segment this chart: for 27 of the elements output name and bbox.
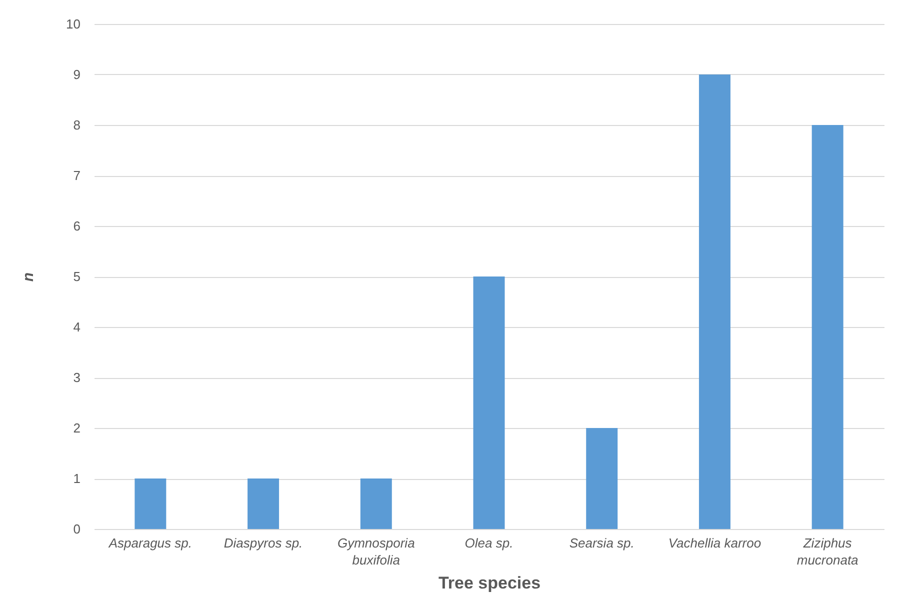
- x-tick-label: Ziziphus mucronata: [796, 536, 858, 568]
- x-axis-title: Tree species: [438, 574, 541, 592]
- x-tick-label: Vachellia karroo: [668, 536, 762, 550]
- x-tick-label: Olea sp.: [464, 536, 514, 550]
- y-tick-label: 8: [73, 118, 80, 132]
- bar: [586, 428, 618, 529]
- y-axis-title: n: [20, 272, 38, 282]
- bar: [812, 125, 844, 529]
- x-tick-label: Searsia sp.: [569, 536, 634, 550]
- y-tick-label: 6: [73, 218, 80, 234]
- y-tick-label: 9: [73, 67, 80, 82]
- y-tick-label: 5: [73, 269, 80, 284]
- bar: [248, 478, 280, 529]
- y-tick-label: 3: [73, 370, 80, 385]
- x-tick-label: Diaspyros sp.: [224, 536, 303, 550]
- y-tick-label: 10: [66, 16, 80, 32]
- y-tick-label: 7: [73, 168, 80, 183]
- x-tick-label: Asparagus sp.: [108, 536, 192, 550]
- bar: [698, 74, 730, 529]
- bar: [134, 478, 166, 529]
- y-tick-label: 1: [73, 471, 80, 486]
- x-tick-label: Gymnosporia buxifolia: [337, 536, 415, 568]
- y-tick-label: 4: [73, 320, 80, 334]
- bar: [360, 478, 392, 529]
- bar: [473, 276, 505, 529]
- y-tick-label: 0: [73, 522, 80, 536]
- y-tick-label: 2: [73, 420, 80, 436]
